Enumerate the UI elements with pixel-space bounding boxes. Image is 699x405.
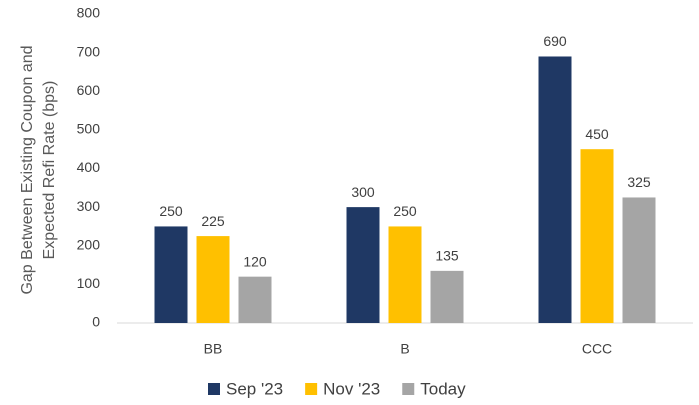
data-label: 250 (159, 203, 183, 219)
y-axis-title: Gap Between Existing Coupon and Expected… (19, 45, 58, 294)
bar (196, 236, 230, 323)
x-tick-label: CCC (582, 341, 612, 357)
x-tick-label: B (400, 341, 409, 357)
legend-label: Nov '23 (323, 379, 380, 398)
data-label: 690 (543, 33, 567, 49)
data-label: 225 (201, 213, 225, 229)
bar (430, 270, 464, 323)
y-tick-label: 200 (77, 236, 101, 252)
data-label: 120 (243, 253, 267, 269)
legend-swatch (402, 383, 415, 395)
y-tick-label: 300 (77, 198, 101, 214)
y-tick-label: 600 (77, 82, 101, 98)
data-label: 325 (627, 174, 651, 190)
y-tick-label: 0 (92, 314, 100, 330)
data-label: 450 (585, 126, 609, 142)
legend-swatch (305, 383, 318, 395)
data-label: 250 (393, 203, 417, 219)
legend-label: Today (420, 379, 466, 398)
bar (388, 226, 422, 323)
bar (622, 197, 656, 323)
y-axis-title-line: Expected Refi Rate (bps) (41, 81, 58, 260)
bar (154, 226, 188, 323)
bar (538, 56, 572, 324)
legend-swatch (208, 383, 220, 395)
y-axis-title-line: Gap Between Existing Coupon and (19, 45, 36, 294)
y-tick-label: 700 (77, 43, 101, 59)
data-label: 300 (351, 184, 375, 200)
data-label: 135 (435, 248, 459, 264)
x-tick-label: BB (204, 341, 223, 357)
legend-label: Sep '23 (226, 379, 283, 398)
y-tick-label: 100 (77, 275, 101, 291)
bar (580, 149, 614, 323)
y-tick-label: 500 (77, 121, 101, 137)
bar (238, 276, 272, 323)
y-tick-label: 400 (77, 159, 101, 175)
y-tick-label: 800 (77, 5, 101, 21)
bar (346, 207, 380, 323)
